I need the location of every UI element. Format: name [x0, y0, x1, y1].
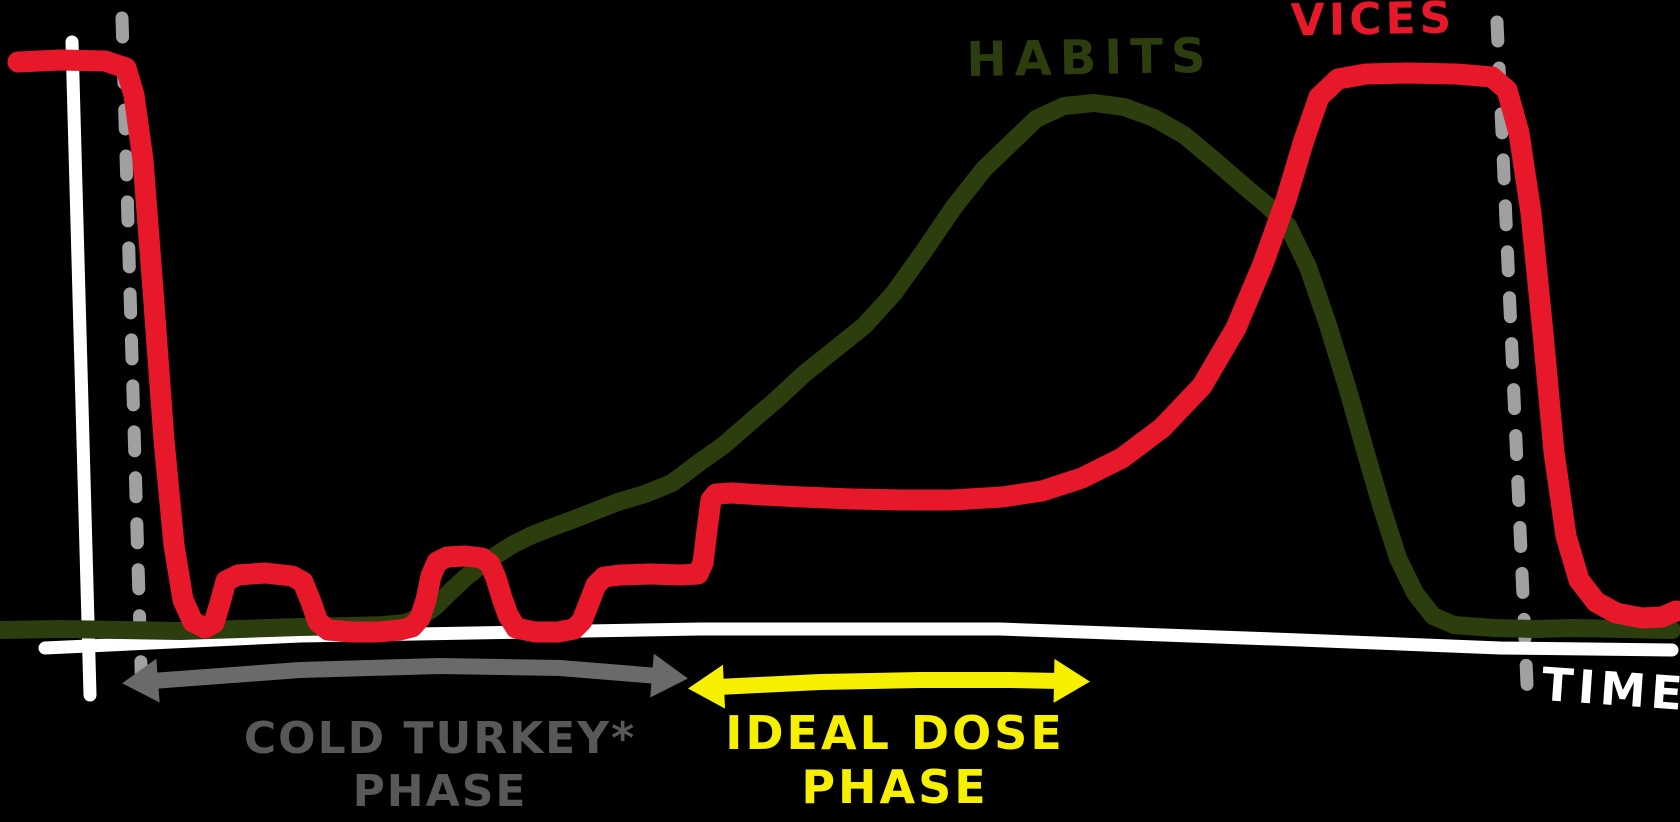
ideal-dose-phase-line1: IDEAL DOSE	[725, 706, 1065, 760]
cold-turkey-phase-arrow-right-head	[650, 653, 688, 698]
vices-curve	[7, 49, 1680, 643]
habits-series-label: HABITS	[965, 27, 1215, 89]
cold-turkey-phase-arrow-left-head	[122, 658, 160, 703]
start-dashed-guide-line	[115, 11, 149, 707]
cold-turkey-phase-line2: PHASE	[352, 766, 528, 817]
ideal-dose-phase-arrow-shaft	[710, 672, 1068, 695]
habits-curve	[0, 94, 1680, 640]
cold-turkey-phase-arrow-shaft	[144, 658, 666, 689]
ideal-dose-phase-arrow-right-head	[1053, 658, 1090, 703]
cold-turkey-phase-label: COLD TURKEY* PHASE	[235, 712, 645, 818]
ideal-dose-phase-arrow-left-head	[688, 664, 726, 709]
ideal-dose-phase-line2: PHASE	[801, 760, 989, 814]
end-dashed-guide-line	[1490, 15, 1535, 713]
cold-turkey-phase-line1: COLD TURKEY*	[243, 713, 637, 764]
vices-series-label: VICES	[1290, 0, 1456, 47]
y-axis-line	[65, 35, 97, 702]
ideal-dose-phase-label: IDEAL DOSE PHASE	[720, 706, 1070, 814]
